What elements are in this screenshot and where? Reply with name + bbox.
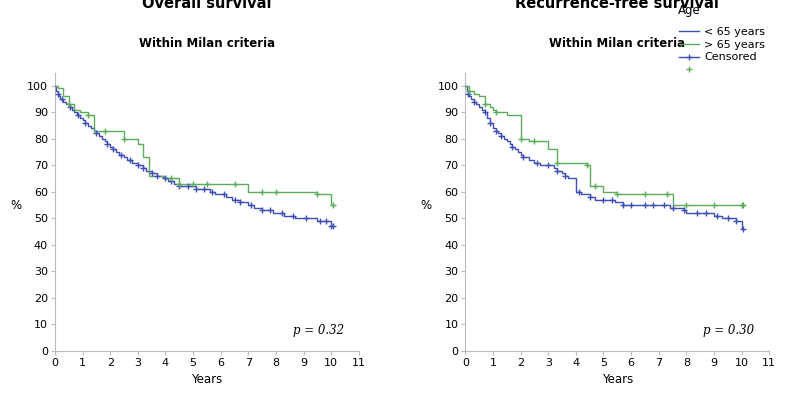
Legend: < 65 years, > 65 years, Censored, : < 65 years, > 65 years, Censored, [674, 23, 770, 80]
Y-axis label: %: % [421, 199, 432, 212]
Text: p = 0.30: p = 0.30 [703, 324, 754, 337]
Text: Overall survival: Overall survival [142, 0, 272, 11]
Y-axis label: %: % [10, 199, 21, 212]
Text: Age: Age [678, 4, 701, 17]
Text: Within Milan criteria: Within Milan criteria [550, 37, 685, 50]
X-axis label: Years: Years [192, 373, 223, 386]
Text: Within Milan criteria: Within Milan criteria [139, 37, 275, 50]
Text: p = 0.32: p = 0.32 [293, 324, 344, 337]
Text: Recurrence-free survival: Recurrence-free survival [516, 0, 719, 11]
X-axis label: Years: Years [601, 373, 633, 386]
